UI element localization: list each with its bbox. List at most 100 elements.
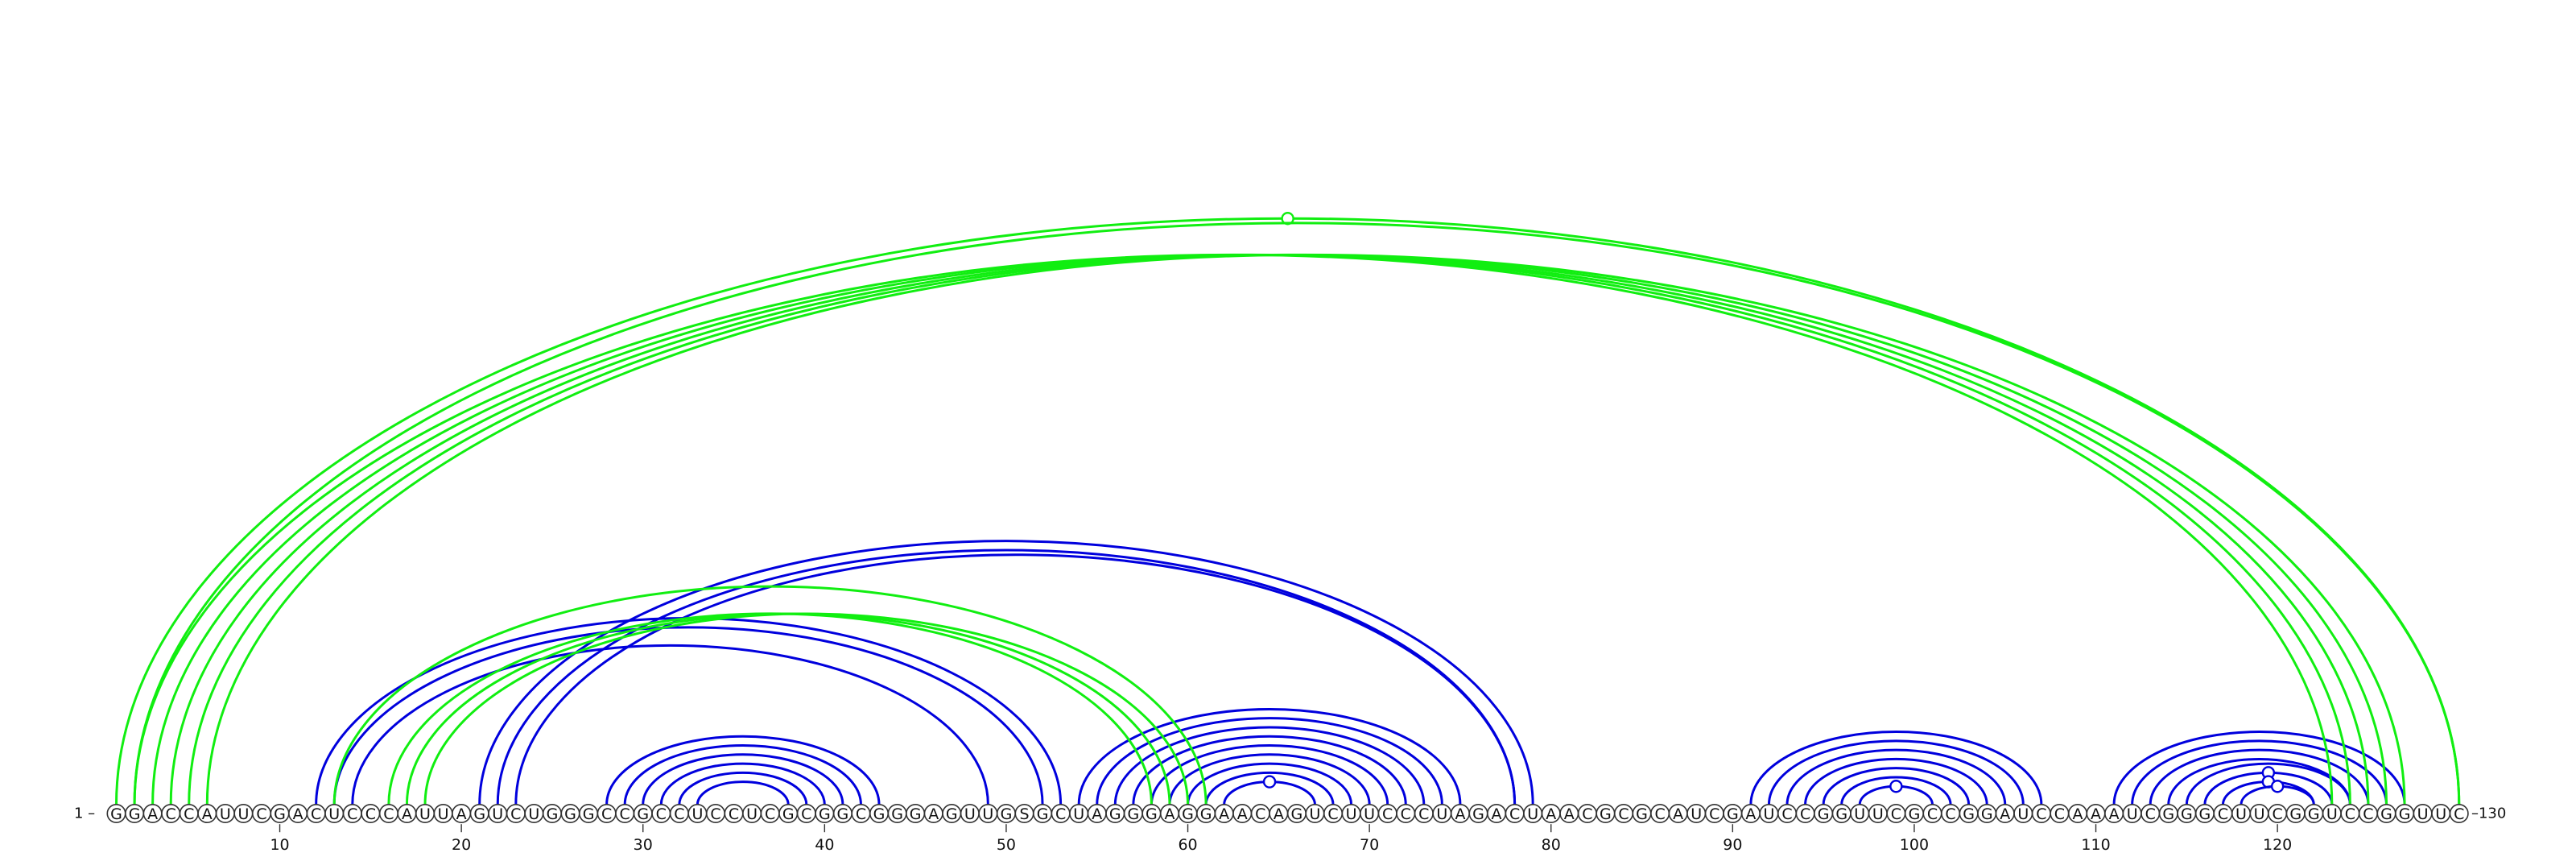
nucleotide: C [1941,803,1961,823]
nucleotide-letter: U [1527,805,1538,823]
nucleotide-letter: U [982,805,993,823]
nucleotide-letter: G [2308,805,2320,823]
nucleotide-letter: C [1800,805,1810,823]
green-base-pair-arc [151,253,2351,805]
green-base-pair-arc [169,253,2370,805]
tick-label: 60 [1178,836,1197,854]
nucleotide-letter: C [2454,805,2464,823]
nucleotide: C [669,803,689,823]
nucleotide-letter: U [1763,805,1774,823]
nucleotide: U [2431,803,2451,823]
nucleotide-letter: A [402,805,412,823]
nucleotide-letter: G [873,805,886,823]
arc-apex-marker [1889,780,1903,793]
nucleotide: C [2358,803,2378,823]
nucleotide-letter: C [1781,805,1792,823]
sequence-start-label: 1 – [74,805,95,822]
nucleotide-letter: G [2181,805,2193,823]
tick-label: 50 [997,836,1016,854]
blue-base-pair-arc [2185,762,2351,805]
blue-base-pair-arc [2112,731,2406,805]
nucleotide-letter: U [2435,805,2446,823]
nucleotide-letter: A [928,805,939,823]
nucleotide-letter: U [419,805,431,823]
nucleotide: U [233,803,254,823]
nucleotide-letter: G [2380,805,2392,823]
nucleotide: G [1033,803,1053,823]
nucleotide: A [1269,803,1289,823]
nucleotide: U [1432,803,1452,823]
nucleotide-letter: C [710,805,720,823]
nucleotide-letter: A [2072,805,2083,823]
nucleotide-letter: C [729,805,739,823]
nucleotide-letter: C [601,805,612,823]
nucleotide-letter: C [1509,805,1520,823]
nucleotide-letter: A [293,805,303,823]
blue-base-pair-arc [1077,707,1462,805]
nucleotide-letter: G [837,805,849,823]
tick-label: 10 [270,836,289,854]
nucleotide: G [996,803,1016,823]
nucleotide-letter: C [1709,805,1719,823]
nucleotide: A [1559,803,1579,823]
tick-label: 80 [1542,836,1561,854]
nucleotide: C [342,803,362,823]
nucleotide: U [1686,803,1707,823]
nucleotide-letter: A [1219,805,1229,823]
sequence-end-label: –130 [2471,805,2506,822]
nucleotide: C [1650,803,1670,823]
nucleotide-letter: U [1346,805,1357,823]
nucleotide: G [633,803,653,823]
nucleotide: G [1831,803,1852,823]
nucleotide: U [215,803,235,823]
nucleotide: G [106,803,126,823]
nucleotide-letter: C [1255,805,1265,823]
nucleotide: A [1214,803,1234,823]
nucleotide: A [1995,803,2015,823]
blue-base-pair-arc [642,753,844,805]
nucleotide: A [142,803,163,823]
nucleotide-letter: C [2363,805,2373,823]
nucleotide: C [1505,803,1525,823]
nucleotide: G [1723,803,1743,823]
nucleotide: A [288,803,308,823]
tick-label: 90 [1723,836,1742,854]
nucleotide-letter: G [1291,805,1303,823]
tick-label: 110 [2081,836,2110,854]
nucleotide-letter: A [147,805,158,823]
nucleotide-letter: G [1037,805,1049,823]
nucleotide: C [651,803,671,823]
nucleotide-letter: G [1818,805,1830,823]
tick-label: 20 [452,836,471,854]
nucleotide-letter: G [583,805,595,823]
nucleotide-letter: U [2235,805,2247,823]
nucleotide: G [579,803,599,823]
nucleotide: C [1414,803,1434,823]
nucleotide: G [560,803,580,823]
nucleotide: G [1141,803,1162,823]
nucleotide-letter: A [1492,805,1502,823]
nucleotide: C [1886,803,1906,823]
nucleotide-letter: A [1455,805,1465,823]
nucleotide: C [760,803,780,823]
nucleotide: U [2413,803,2433,823]
nucleotide: G [1105,803,1125,823]
nucleotide: U [1868,803,1888,823]
nucleotide: U [488,803,508,823]
nucleotide-letter: C [1418,805,1429,823]
nucleotide-letter: C [365,805,376,823]
blue-base-pair-arc [623,743,862,805]
nucleotide: U [2249,803,2269,823]
nucleotide-letter: U [2127,805,2138,823]
nucleotide-letter: A [1745,805,1756,823]
nucleotide: C [2340,803,2360,823]
nucleotide: G [2194,803,2215,823]
nucleotide: C [2213,803,2233,823]
nucleotide-letter: U [1690,805,1702,823]
nucleotide-letter: C [620,805,630,823]
nucleotide-letter: G [782,805,795,823]
nucleotide-letter: U [237,805,249,823]
nucleotide-letter: U [2254,805,2265,823]
arc-apex-marker [2270,780,2285,793]
nucleotide-letter: G [547,805,559,823]
